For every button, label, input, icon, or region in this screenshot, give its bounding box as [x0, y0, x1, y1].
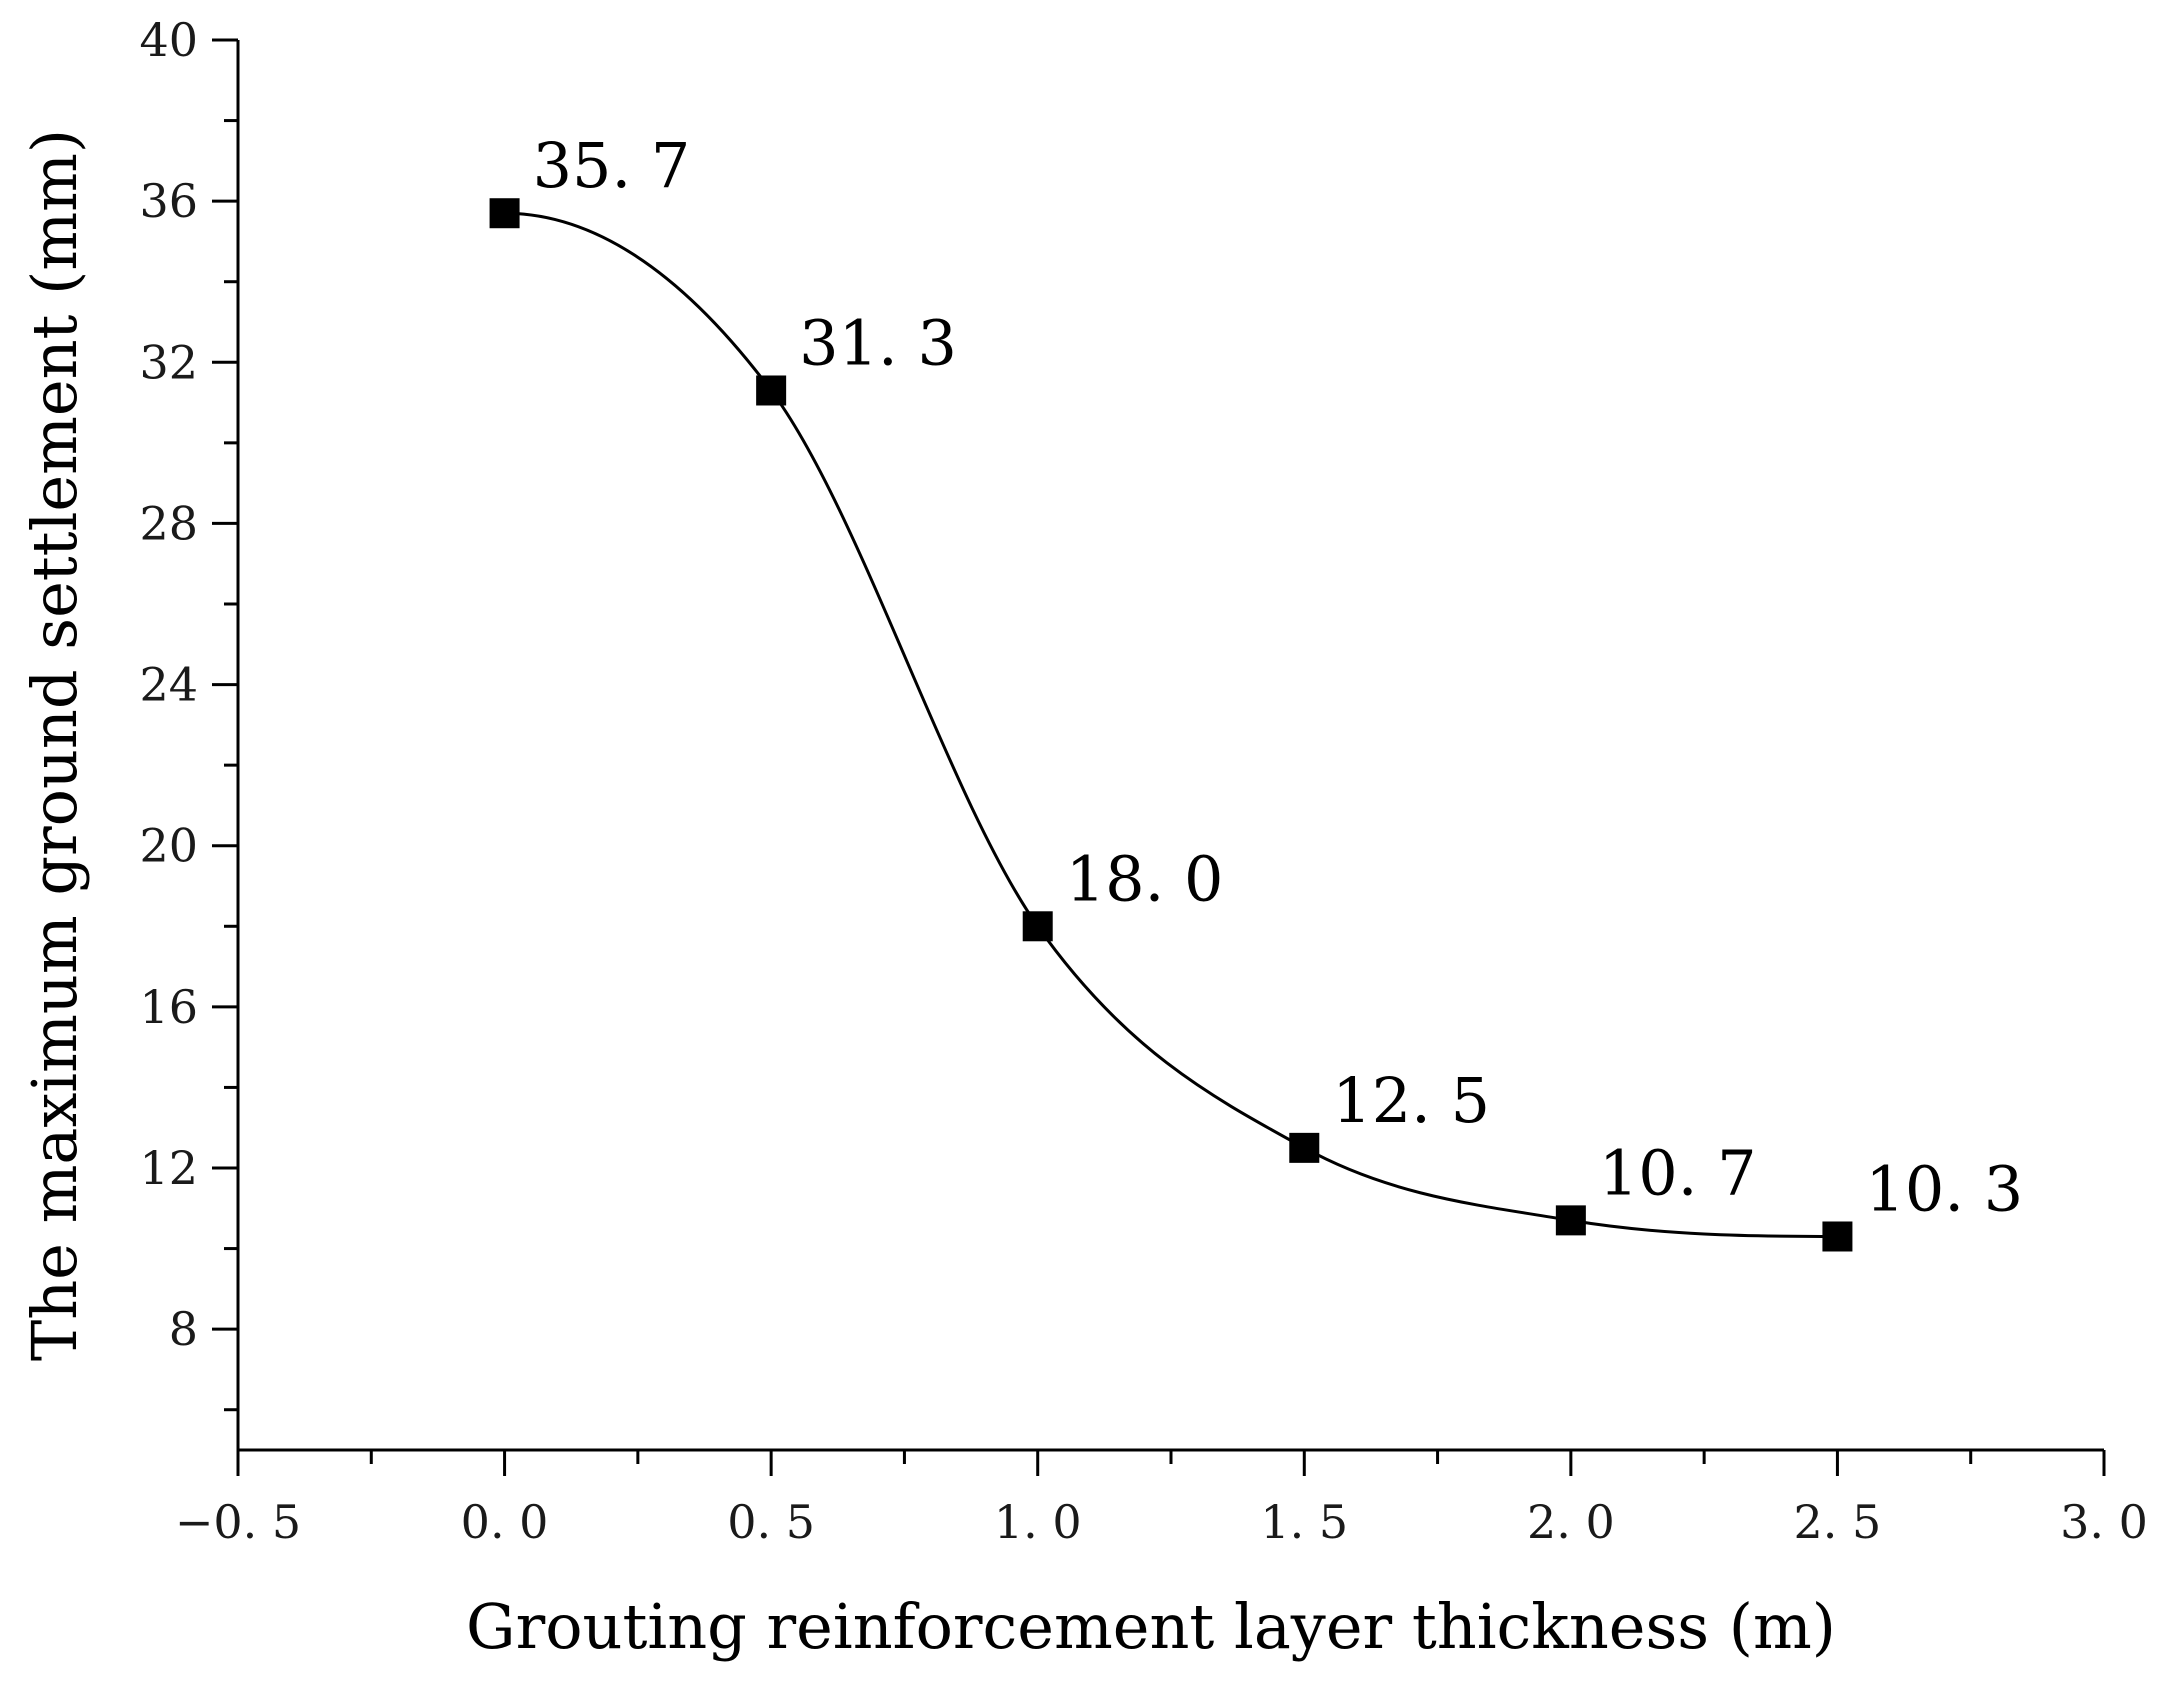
data-label: 10. 3 [1865, 1152, 2023, 1225]
y-tick-label: 16 [139, 980, 198, 1034]
data-series [489, 198, 1853, 1252]
x-tick-label: 0. 5 [727, 1495, 815, 1549]
y-tick-label: 28 [139, 496, 198, 550]
y-tick-label: 40 [139, 13, 198, 67]
x-tick-label: 1. 5 [1260, 1495, 1348, 1549]
axis-ticks: 8 12 16 20 24 28 32 36 40 −0. 5 0. 0 0. 5 1. 0 1. 5 2.… [139, 13, 2147, 1549]
y-tick-label: 8 [169, 1302, 198, 1356]
x-tick-label: 0. 0 [461, 1495, 549, 1549]
data-label: 12. 5 [1332, 1064, 1490, 1137]
y-axis-title: The maximum ground settlement (mm) [18, 129, 91, 1361]
x-tick-label: 3. 0 [2060, 1495, 2148, 1549]
data-label: 35. 7 [533, 129, 691, 202]
x-tick-label: 1. 0 [994, 1495, 1082, 1549]
x-tick-label: 2. 0 [1527, 1495, 1615, 1549]
series-line [504, 211, 1838, 1238]
data-labels: 35. 7 31. 3 18. 0 12. 5 10. 7 10. 3 [533, 129, 2024, 1225]
data-label: 31. 3 [799, 306, 957, 379]
y-tick-label: 24 [139, 658, 198, 712]
data-point-marker [1822, 1221, 1853, 1252]
y-tick-label: 36 [139, 174, 198, 228]
data-label: 18. 0 [1066, 842, 1224, 915]
data-point-marker [1022, 911, 1053, 942]
data-label: 10. 7 [1599, 1136, 1757, 1209]
data-point-marker [756, 375, 787, 406]
x-tick-label: −0. 5 [175, 1495, 301, 1549]
y-tick-label: 32 [139, 335, 198, 389]
data-point-marker [1555, 1205, 1586, 1236]
y-tick-label: 12 [139, 1141, 198, 1195]
y-tick-label: 20 [139, 819, 198, 873]
data-point-marker [1289, 1132, 1320, 1163]
x-axis-title: Grouting reinforcement layer thickness (… [466, 1590, 1836, 1663]
data-point-marker [489, 198, 520, 229]
x-tick-label: 2. 5 [1794, 1495, 1882, 1549]
